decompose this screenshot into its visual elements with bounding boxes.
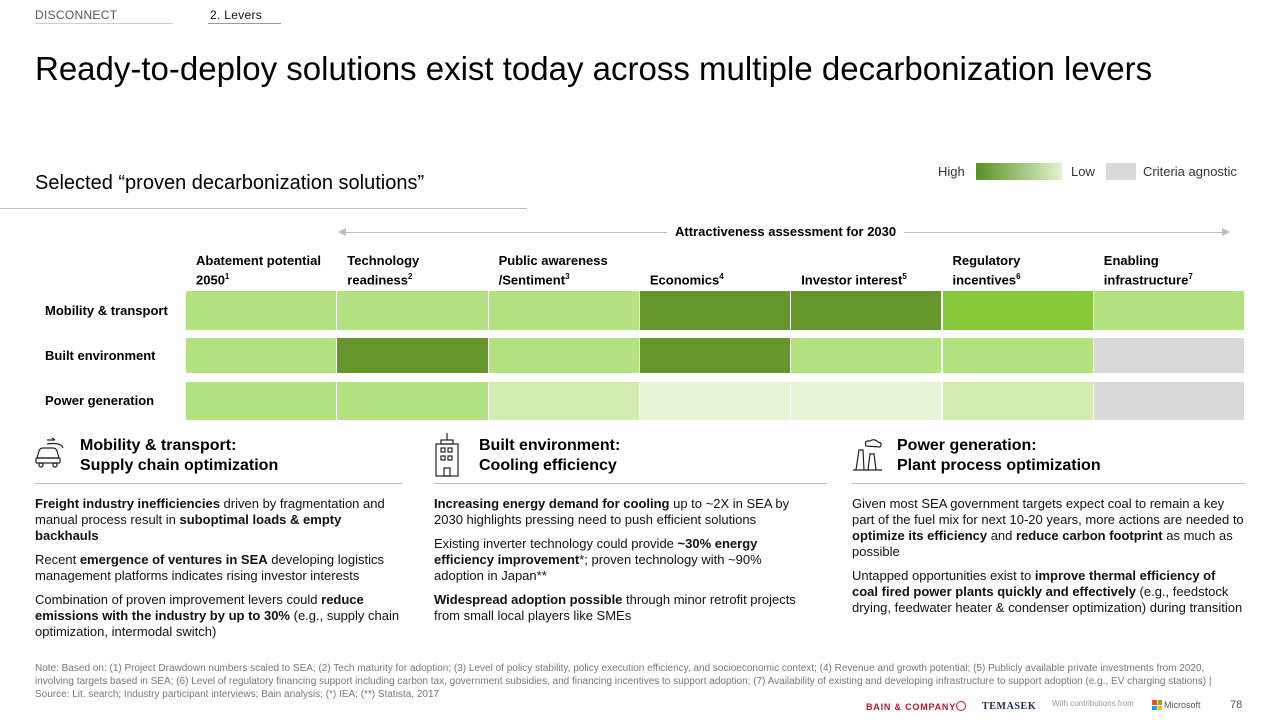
microsoft-logo-icon bbox=[1152, 700, 1162, 710]
arrow-left-icon bbox=[338, 228, 346, 236]
matrix-cell bbox=[942, 382, 1094, 420]
matrix-cell bbox=[639, 338, 792, 373]
section-rule bbox=[434, 483, 827, 484]
section-body-power: Given most SEA government targets expect… bbox=[852, 496, 1244, 624]
section-head-power: Power generation: Plant process optimizat… bbox=[897, 437, 1101, 474]
legend-gradient bbox=[976, 163, 1062, 180]
matrix-cell bbox=[186, 291, 338, 330]
paragraph: Existing inverter technology could provi… bbox=[434, 536, 762, 583]
matrix-cell bbox=[186, 382, 338, 420]
paragraph: Increasing energy demand for cooling up … bbox=[434, 496, 790, 527]
tab-levers[interactable]: 2. Levers bbox=[210, 8, 263, 22]
section-subtitle: Selected “proven decarbonization solutio… bbox=[35, 172, 425, 194]
legend-agnostic: Criteria agnostic bbox=[1143, 164, 1237, 179]
subtitle-divider bbox=[0, 208, 527, 209]
footnote: Note: Based on: (1) Project Drawdown num… bbox=[35, 663, 1212, 700]
bain-logo-icon bbox=[956, 701, 966, 711]
section-rule bbox=[35, 483, 402, 484]
assessment-label: Attractiveness assessment for 2030 bbox=[667, 224, 905, 239]
section-rule bbox=[852, 483, 1245, 484]
contributions-label: With contributions from bbox=[1052, 699, 1134, 708]
matrix-cell bbox=[791, 338, 943, 373]
matrix-cell bbox=[488, 382, 640, 420]
column-header: Investor interest5 bbox=[801, 271, 907, 287]
column-header: Technology readiness2 bbox=[347, 252, 420, 287]
paragraph: Given most SEA government targets expect… bbox=[852, 496, 1244, 559]
factory-icon bbox=[852, 438, 886, 472]
matrix-cell bbox=[337, 338, 489, 373]
building-icon bbox=[434, 432, 460, 478]
section-body-mobility: Freight industry inefficiencies driven b… bbox=[35, 496, 405, 648]
temasek-logo: TEMASEK bbox=[982, 701, 1037, 712]
matrix-cell bbox=[791, 291, 943, 330]
matrix-cell bbox=[186, 338, 338, 373]
column-header: Enabling infrastructure7 bbox=[1103, 252, 1193, 287]
car-icon bbox=[33, 436, 67, 468]
paragraph: Recent emergence of ventures in SEA deve… bbox=[35, 552, 385, 583]
matrix-cell bbox=[488, 291, 640, 330]
page-title: Ready-to-deploy solutions exist today ac… bbox=[35, 50, 1153, 87]
paragraph: Combination of proven improvement levers… bbox=[35, 592, 400, 639]
column-header: Abatement potential 20501 bbox=[196, 252, 321, 287]
legend-agnostic-swatch bbox=[1106, 163, 1136, 180]
row-header: Power generation bbox=[45, 393, 155, 408]
matrix-cell bbox=[337, 291, 489, 330]
matrix-cell bbox=[639, 382, 792, 420]
tab-underline bbox=[35, 23, 173, 24]
matrix-cell bbox=[1093, 338, 1246, 373]
matrix-cell bbox=[942, 291, 1094, 330]
matrix-cell bbox=[791, 382, 943, 420]
row-header: Mobility & transport bbox=[45, 302, 168, 318]
microsoft-logo: Microsoft bbox=[1164, 700, 1201, 710]
matrix-cell bbox=[1093, 382, 1246, 420]
matrix-cell bbox=[1093, 291, 1246, 330]
section-body-built: Increasing energy demand for cooling up … bbox=[434, 496, 814, 632]
matrix-cell bbox=[639, 291, 792, 330]
legend-high: High bbox=[938, 164, 965, 179]
matrix-cell bbox=[488, 338, 640, 373]
column-header: Public awareness /Sentiment3 bbox=[498, 252, 608, 287]
paragraph: Untapped opportunities exist to improve … bbox=[852, 568, 1243, 615]
row-header: Built environment bbox=[45, 347, 156, 363]
paragraph: Freight industry inefficiencies driven b… bbox=[35, 496, 385, 543]
column-header: Economics4 bbox=[649, 271, 724, 287]
bain-logo: BAIN & COMPANY bbox=[866, 702, 957, 712]
section-head-mobility: Mobility & transport: Supply chain optimi… bbox=[80, 437, 279, 474]
legend-low: Low bbox=[1071, 164, 1095, 179]
arrow-right-icon bbox=[1222, 228, 1230, 236]
paragraph: Widespread adoption possible through min… bbox=[434, 592, 796, 623]
page-number: 78 bbox=[1230, 699, 1243, 711]
column-header: Regulatory incentives6 bbox=[952, 252, 1021, 287]
tab-disconnect[interactable]: DISCONNECT bbox=[35, 8, 118, 22]
matrix-cell bbox=[942, 338, 1094, 373]
matrix-cell bbox=[337, 382, 489, 420]
section-head-built: Built environment: Cooling efficiency bbox=[479, 437, 621, 474]
tab-underline-active bbox=[208, 23, 281, 24]
